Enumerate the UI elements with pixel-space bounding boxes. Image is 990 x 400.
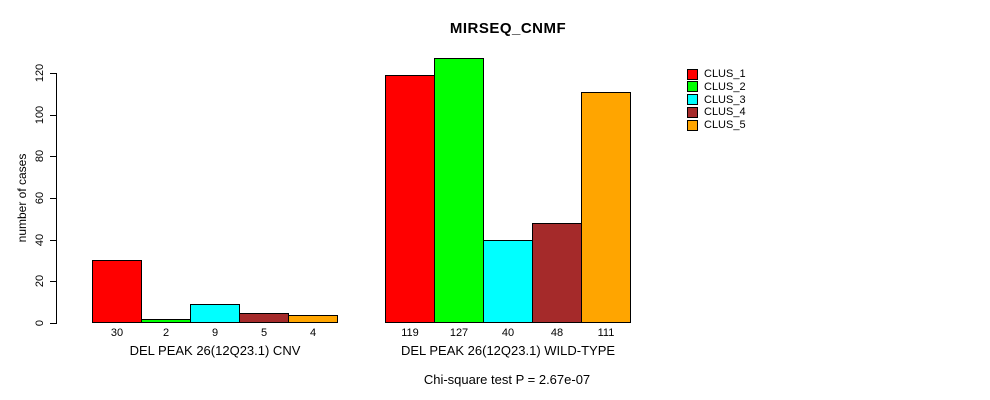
legend-swatch bbox=[687, 94, 698, 105]
y-tick-label: 80 bbox=[34, 149, 46, 163]
legend-swatch bbox=[687, 81, 698, 93]
legend-item: CLUS_1 bbox=[687, 68, 746, 80]
bar-value-label: 111 bbox=[597, 327, 615, 339]
legend-item: CLUS_2 bbox=[687, 81, 746, 93]
x-group-label: DEL PEAK 26(12Q23.1) WILD-TYPE bbox=[400, 343, 616, 358]
bar bbox=[532, 223, 582, 323]
bar bbox=[434, 58, 484, 323]
chart-title: MIRSEQ_CNMF bbox=[449, 20, 567, 37]
legend-label: CLUS_2 bbox=[704, 80, 746, 93]
legend-swatch bbox=[687, 106, 698, 118]
y-tick-label: 120 bbox=[34, 63, 46, 83]
bar-value-label: 5 bbox=[260, 327, 268, 339]
legend-item: CLUS_3 bbox=[687, 94, 746, 106]
y-tick-mark bbox=[50, 240, 56, 241]
y-tick-label: 40 bbox=[34, 233, 46, 247]
y-tick-mark bbox=[50, 198, 56, 199]
x-group-label: DEL PEAK 26(12Q23.1) CNV bbox=[129, 343, 301, 358]
y-tick-label: 0 bbox=[34, 319, 46, 327]
y-tick-mark bbox=[50, 156, 56, 157]
bar bbox=[239, 313, 289, 323]
bar-value-label: 119 bbox=[401, 327, 419, 339]
legend-swatch bbox=[687, 68, 698, 80]
y-tick-mark bbox=[50, 115, 56, 116]
bar bbox=[141, 319, 191, 323]
y-tick-mark bbox=[50, 73, 56, 74]
bar-value-label: 127 bbox=[449, 327, 469, 339]
bar-value-label: 4 bbox=[309, 327, 317, 339]
y-tick-mark bbox=[50, 323, 56, 324]
legend-label: CLUS_4 bbox=[704, 106, 746, 119]
y-axis-line bbox=[56, 73, 57, 324]
y-tick-label: 60 bbox=[34, 191, 46, 205]
legend-label: CLUS_1 bbox=[704, 68, 746, 80]
legend-label: CLUS_3 bbox=[704, 93, 746, 106]
bar bbox=[288, 315, 338, 323]
chi-square-annotation: Chi-square test P = 2.67e-07 bbox=[423, 372, 591, 387]
bar bbox=[92, 260, 142, 323]
y-tick-label: 100 bbox=[34, 105, 46, 125]
bar bbox=[483, 240, 533, 323]
bar bbox=[190, 304, 240, 323]
bar bbox=[385, 75, 435, 323]
legend-item: CLUS_5 bbox=[687, 119, 746, 131]
bar-value-label: 48 bbox=[550, 327, 564, 339]
legend-item: CLUS_4 bbox=[687, 106, 746, 118]
bar-value-label: 40 bbox=[501, 327, 515, 339]
legend-label: CLUS_5 bbox=[704, 119, 746, 131]
y-tick-mark bbox=[50, 281, 56, 282]
bar-value-label: 2 bbox=[162, 327, 170, 339]
y-tick-label: 20 bbox=[34, 274, 46, 288]
legend-swatch bbox=[687, 119, 698, 131]
bar bbox=[581, 92, 631, 323]
y-axis-title: number of cases bbox=[15, 153, 29, 243]
bar-value-label: 9 bbox=[211, 327, 219, 339]
bar-value-label: 30 bbox=[110, 327, 124, 339]
